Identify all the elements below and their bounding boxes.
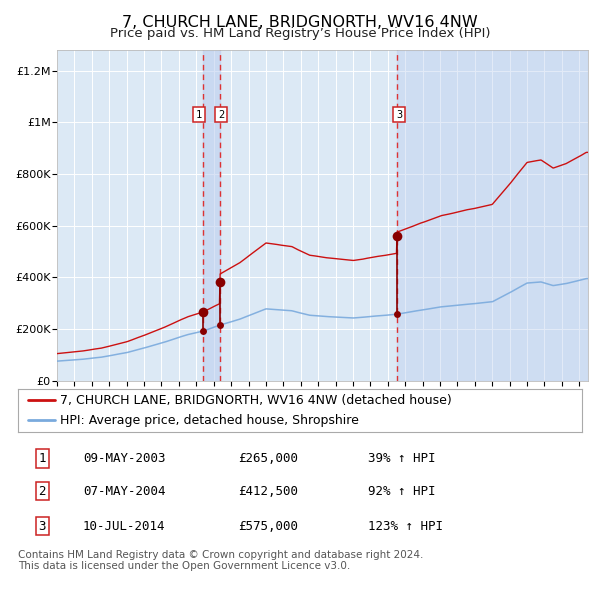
Text: 3: 3 [396, 110, 402, 120]
Text: 39% ↑ HPI: 39% ↑ HPI [368, 452, 435, 465]
Text: 7, CHURCH LANE, BRIDGNORTH, WV16 4NW (detached house): 7, CHURCH LANE, BRIDGNORTH, WV16 4NW (de… [60, 394, 452, 407]
Text: £575,000: £575,000 [238, 520, 298, 533]
Text: £412,500: £412,500 [238, 484, 298, 498]
Text: 1: 1 [38, 452, 46, 465]
Text: 10-JUL-2014: 10-JUL-2014 [83, 520, 166, 533]
Bar [203, 50, 220, 381]
Text: 2: 2 [218, 110, 224, 120]
Bar [397, 50, 588, 381]
Text: 09-MAY-2003: 09-MAY-2003 [83, 452, 166, 465]
Text: 3: 3 [38, 520, 46, 533]
Text: Contains HM Land Registry data © Crown copyright and database right 2024.
This d: Contains HM Land Registry data © Crown c… [18, 550, 424, 572]
Text: 7, CHURCH LANE, BRIDGNORTH, WV16 4NW: 7, CHURCH LANE, BRIDGNORTH, WV16 4NW [122, 15, 478, 30]
Text: HPI: Average price, detached house, Shropshire: HPI: Average price, detached house, Shro… [60, 414, 359, 427]
Text: 2: 2 [38, 484, 46, 498]
Text: £265,000: £265,000 [238, 452, 298, 465]
Text: 123% ↑ HPI: 123% ↑ HPI [368, 520, 443, 533]
Text: 07-MAY-2004: 07-MAY-2004 [83, 484, 166, 498]
Text: Price paid vs. HM Land Registry’s House Price Index (HPI): Price paid vs. HM Land Registry’s House … [110, 27, 490, 40]
Text: 92% ↑ HPI: 92% ↑ HPI [368, 484, 435, 498]
Text: 1: 1 [196, 110, 202, 120]
